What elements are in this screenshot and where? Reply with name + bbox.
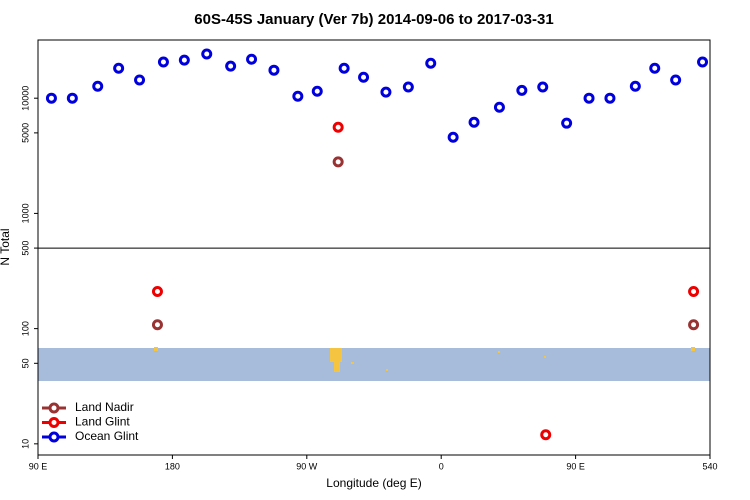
point bbox=[540, 429, 552, 441]
point bbox=[45, 92, 57, 104]
point bbox=[583, 92, 595, 104]
point bbox=[425, 57, 437, 69]
x-tick-label: 180 bbox=[165, 461, 180, 471]
point bbox=[604, 92, 616, 104]
point bbox=[332, 121, 344, 133]
point bbox=[201, 48, 213, 60]
point bbox=[561, 117, 573, 129]
point bbox=[537, 81, 549, 93]
point bbox=[92, 80, 104, 92]
point bbox=[178, 54, 190, 66]
point bbox=[649, 62, 661, 74]
point bbox=[268, 64, 280, 76]
point bbox=[134, 74, 146, 86]
point bbox=[66, 92, 78, 104]
point bbox=[493, 101, 505, 113]
y-tick-label: 10000 bbox=[20, 86, 30, 111]
legend-label: Land Nadir bbox=[75, 400, 134, 414]
point bbox=[113, 62, 125, 74]
legend-marker bbox=[48, 417, 60, 428]
legend-marker bbox=[48, 402, 60, 414]
point bbox=[380, 86, 392, 98]
point bbox=[402, 81, 414, 93]
point bbox=[670, 74, 682, 86]
y-tick-label: 10 bbox=[20, 439, 30, 449]
y-axis-label: N Total bbox=[0, 228, 12, 265]
x-tick-label: 90 E bbox=[566, 461, 585, 471]
point bbox=[358, 71, 370, 83]
x-tick-label: 540 bbox=[702, 461, 717, 471]
x-axis-label: Longitude (deg E) bbox=[326, 476, 421, 490]
chart-title: 60S-45S January (Ver 7b) 2014-09-06 to 2… bbox=[194, 11, 553, 28]
point bbox=[332, 156, 344, 168]
plot-frame bbox=[37, 39, 711, 456]
legend-label: Ocean Glint bbox=[75, 429, 139, 443]
y-tick-label: 5000 bbox=[20, 123, 30, 143]
land-shapes bbox=[154, 347, 695, 372]
point bbox=[246, 53, 258, 65]
point bbox=[447, 131, 459, 143]
point bbox=[688, 319, 700, 331]
point bbox=[697, 56, 709, 68]
point bbox=[157, 56, 169, 68]
point bbox=[151, 319, 163, 331]
map-strip bbox=[38, 348, 710, 381]
legend-label: Land Glint bbox=[75, 415, 130, 429]
y-tick-label: 500 bbox=[20, 241, 30, 256]
point bbox=[151, 285, 163, 297]
point bbox=[688, 285, 700, 297]
y-tick-label: 100 bbox=[20, 321, 30, 336]
y-tick-label: 50 bbox=[20, 358, 30, 368]
x-tick-label: 90 E bbox=[29, 461, 48, 471]
point bbox=[468, 116, 480, 128]
y-tick-label: 1000 bbox=[20, 203, 30, 223]
x-tick-label: 90 W bbox=[296, 461, 318, 471]
point bbox=[311, 85, 323, 97]
point bbox=[338, 62, 350, 74]
point bbox=[516, 84, 528, 96]
point bbox=[225, 60, 237, 72]
legend-marker bbox=[48, 431, 60, 443]
point bbox=[629, 80, 641, 92]
point bbox=[292, 90, 304, 102]
x-tick-label: 0 bbox=[439, 461, 444, 471]
